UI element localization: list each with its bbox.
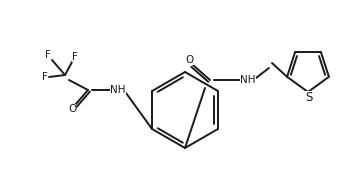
Text: S: S [305,90,313,103]
Text: NH: NH [110,85,126,95]
Text: F: F [42,72,48,82]
Text: F: F [72,52,78,62]
Text: O: O [186,55,194,65]
Text: F: F [45,50,51,60]
Text: O: O [68,104,76,114]
Text: NH: NH [240,75,256,85]
